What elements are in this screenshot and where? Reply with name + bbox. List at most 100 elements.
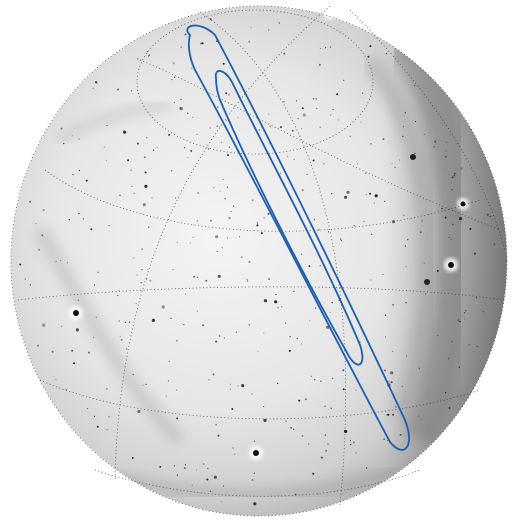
star [398,159,401,161]
star [120,338,123,341]
star [19,263,22,266]
star [213,475,217,479]
star [402,126,404,128]
star [240,256,243,259]
star [392,413,395,416]
star [196,220,198,222]
star [176,474,178,476]
star [248,40,251,43]
star [230,211,232,213]
star [248,260,251,263]
star [445,156,447,158]
star [344,195,348,199]
star [329,311,331,313]
star [298,399,301,402]
star [320,456,323,459]
star [103,146,105,148]
star [315,98,317,100]
star [128,321,130,323]
star [406,355,408,357]
star [193,275,196,278]
star [222,62,225,65]
star [390,371,394,375]
star [215,424,217,426]
star [405,266,407,268]
star [123,130,127,134]
star [207,467,209,470]
star [482,311,484,313]
star [183,467,186,470]
star [216,125,218,127]
star [108,225,110,227]
star [42,323,46,327]
star [384,336,387,338]
star [414,152,416,154]
star [421,220,423,222]
star [60,260,62,262]
star [260,232,263,235]
star [258,129,260,131]
star [195,469,198,471]
star [42,209,45,212]
star [308,265,311,268]
star [301,434,304,437]
star [300,128,303,130]
star [159,465,162,468]
star [124,321,126,323]
star [404,112,406,114]
star [423,133,425,136]
star [373,202,375,204]
star [269,126,271,128]
star [86,408,88,410]
star [251,199,254,202]
star [460,167,463,170]
blue-contours [186,24,410,451]
star [399,433,402,436]
star [319,126,321,128]
star [459,321,461,323]
star [340,238,342,240]
star [192,116,194,118]
star [275,293,277,296]
star [253,502,257,506]
star [293,428,295,430]
outer-contour [186,24,410,451]
star [184,464,187,466]
star [331,193,333,195]
star [217,106,219,108]
star [289,336,291,338]
star [92,336,95,338]
star [369,45,372,48]
star [325,449,328,452]
star [465,310,467,312]
star [237,116,239,118]
star [176,241,178,243]
star [395,406,397,408]
star [229,388,231,390]
star [332,108,334,111]
star [119,194,121,196]
star [297,118,299,120]
star [302,113,306,117]
star [161,305,165,309]
star [386,414,388,416]
star [256,222,258,224]
star [145,383,147,385]
star [343,79,345,81]
star [208,148,210,150]
star [323,163,325,165]
star [486,213,489,216]
star [136,142,139,145]
star [263,406,265,408]
star [75,328,79,332]
star [229,383,231,385]
star [220,141,222,143]
star [176,389,178,391]
star [414,120,417,123]
star [24,278,26,280]
star [263,332,265,334]
star [220,501,223,503]
star [108,416,110,418]
star [248,324,250,326]
star [215,235,219,239]
